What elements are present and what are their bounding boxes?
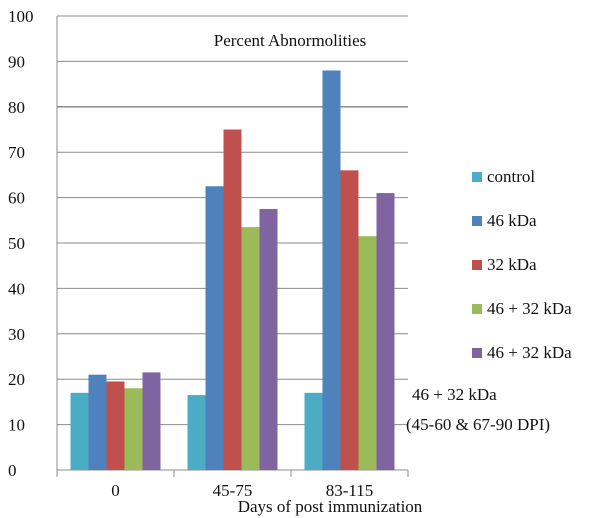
legend: control 46 kDa 32 kDa 46 + 32 kDa 46 + 32 kD… [472,167,572,362]
x-tick-label: 83-115 [326,481,374,500]
bar [88,374,107,470]
legend-label: control [487,167,535,186]
y-tick-labels: 0 10 20 30 40 50 60 70 80 90 100 [8,7,34,480]
y-tick-label: 30 [8,325,25,344]
x-tick-label: 0 [111,481,120,500]
chart-title: Percent Abnormolities [214,31,367,50]
y-tick-label: 10 [8,416,25,435]
y-tick-label: 80 [8,98,25,117]
y-tick-label: 40 [8,279,25,298]
legend-swatch [472,304,482,314]
legend-swatch [472,216,482,226]
y-tick-label: 90 [8,52,25,71]
bar [322,70,341,470]
bar [205,186,224,470]
x-tick-label: 45-75 [213,481,253,500]
y-tick-label: 100 [8,7,34,26]
bars [70,70,395,471]
bar [259,208,278,470]
bar [187,395,206,470]
legend-swatch [472,348,482,358]
bar [358,236,377,470]
legend-label: 46 kDa [487,211,537,230]
bar [340,170,359,471]
x-tick-labels: 0 45-75 83-115 [111,481,373,500]
y-tick-label: 60 [8,189,25,208]
annotation-line-2: (45-60 & 67-90 DPI) [406,415,550,434]
legend-swatch [472,172,482,182]
y-tick-label: 50 [8,234,25,253]
legend-swatch [472,260,482,270]
bar [106,381,125,470]
y-tick-label: 70 [8,143,25,162]
bar [124,388,143,470]
legend-label: 46 + 32 kDa [487,343,572,362]
y-tick-label: 0 [8,461,17,480]
legend-label: 46 + 32 kDa [487,299,572,318]
bar [304,392,323,470]
bar [223,129,242,470]
y-tick-label: 20 [8,370,25,389]
bar [70,392,89,470]
bar [142,372,161,470]
bar [241,227,260,470]
bar [376,193,395,470]
legend-label: 32 kDa [487,255,537,274]
x-axis-title: Days of post immunization [238,497,423,516]
annotation-line-1: 46 + 32 kDa [412,385,497,404]
